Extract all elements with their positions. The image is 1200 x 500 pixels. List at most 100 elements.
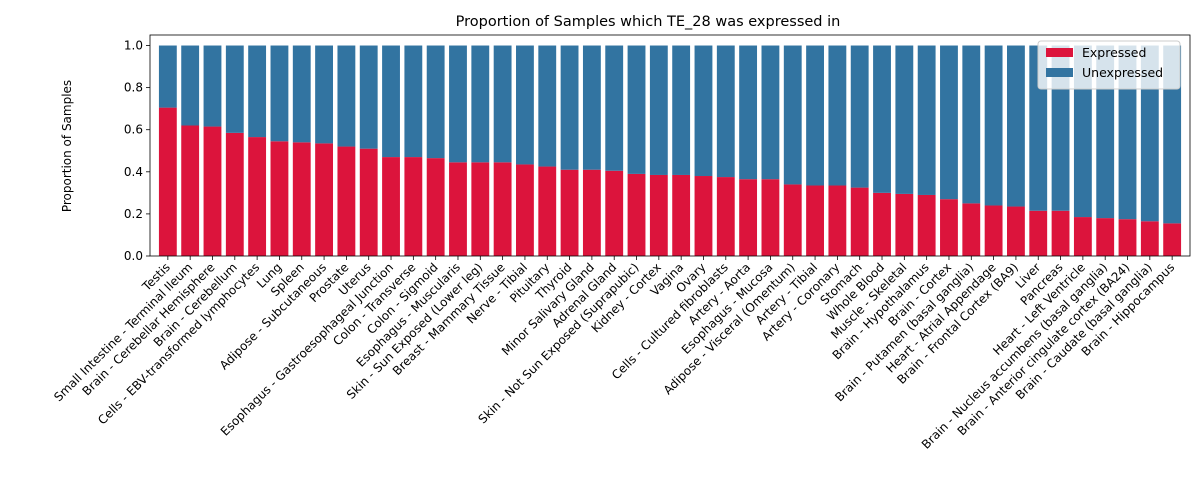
bar-expressed-44 [1140, 221, 1159, 256]
bar-expressed-4 [248, 137, 267, 256]
bar-unexpressed-7 [315, 45, 333, 144]
bar-expressed-37 [984, 205, 1003, 256]
legend: Expressed Unexpressed [1037, 40, 1181, 90]
bar-unexpressed-32 [873, 45, 891, 193]
legend-swatch-expressed [1046, 48, 1073, 57]
bar-unexpressed-24 [694, 45, 713, 177]
bar-expressed-27 [761, 179, 780, 256]
legend-label-expressed: Expressed [1082, 45, 1146, 60]
bar-unexpressed-10 [382, 45, 400, 158]
bar-expressed-15 [493, 162, 512, 256]
bar-unexpressed-1 [181, 45, 200, 126]
bar-unexpressed-11 [404, 45, 423, 158]
y-tick-label: 1.0 [124, 39, 143, 53]
bar-unexpressed-14 [471, 45, 490, 163]
y-axis-label: Proportion of Samples [60, 80, 74, 212]
bar-unexpressed-45 [1163, 45, 1182, 224]
legend-box [1037, 40, 1181, 90]
bar-expressed-35 [940, 199, 958, 256]
bar-unexpressed-27 [761, 45, 780, 180]
bar-expressed-25 [716, 177, 735, 256]
bar-expressed-19 [582, 169, 601, 256]
y-tick-label: 0.6 [124, 123, 143, 137]
bar-unexpressed-22 [649, 45, 668, 175]
bar-expressed-41 [1073, 217, 1092, 256]
bar-unexpressed-34 [917, 45, 936, 195]
bar-unexpressed-31 [850, 45, 869, 188]
bar-expressed-20 [605, 170, 624, 256]
bar-expressed-12 [426, 158, 445, 256]
bar-unexpressed-18 [560, 45, 579, 170]
bar-unexpressed-15 [493, 45, 512, 163]
bar-expressed-14 [471, 162, 490, 256]
bar-expressed-1 [181, 125, 200, 256]
bars-group [158, 45, 1182, 256]
bar-expressed-28 [783, 184, 802, 256]
bar-expressed-11 [404, 157, 423, 256]
bar-unexpressed-35 [940, 45, 958, 200]
bar-expressed-18 [560, 169, 579, 256]
bar-expressed-8 [337, 146, 356, 256]
bar-unexpressed-33 [895, 45, 914, 194]
bar-unexpressed-17 [538, 45, 557, 167]
bar-expressed-6 [292, 142, 311, 256]
bar-unexpressed-37 [984, 45, 1003, 206]
bar-unexpressed-5 [270, 45, 289, 142]
bar-unexpressed-9 [359, 45, 378, 149]
bar-expressed-17 [538, 166, 557, 256]
bar-expressed-36 [962, 203, 981, 256]
bar-expressed-13 [449, 162, 467, 256]
bar-expressed-10 [382, 157, 400, 256]
bar-unexpressed-0 [158, 45, 177, 108]
bar-expressed-39 [1029, 210, 1048, 256]
bar-expressed-45 [1163, 223, 1182, 256]
bar-unexpressed-38 [1007, 45, 1025, 207]
bar-unexpressed-28 [783, 45, 802, 185]
bar-expressed-42 [1096, 218, 1115, 256]
bar-expressed-23 [672, 174, 691, 256]
bar-unexpressed-8 [337, 45, 356, 147]
bar-unexpressed-2 [203, 45, 222, 127]
bar-unexpressed-16 [516, 45, 534, 165]
bar-unexpressed-23 [672, 45, 691, 175]
bar-unexpressed-30 [828, 45, 847, 186]
legend-label-unexpressed: Unexpressed [1082, 65, 1163, 80]
bar-unexpressed-12 [426, 45, 445, 159]
bar-expressed-40 [1051, 210, 1070, 256]
y-tick-label: 0.2 [124, 207, 143, 221]
y-tick-label: 0.8 [124, 81, 143, 95]
bar-unexpressed-3 [225, 45, 244, 133]
bar-unexpressed-25 [716, 45, 735, 178]
y-tick-label: 0.4 [124, 165, 143, 179]
bar-unexpressed-13 [449, 45, 467, 163]
bar-expressed-16 [516, 164, 534, 256]
bar-unexpressed-19 [582, 45, 601, 170]
bar-unexpressed-21 [627, 45, 646, 174]
chart-title: Proportion of Samples which TE_28 was ex… [456, 14, 841, 30]
bar-expressed-33 [895, 193, 914, 256]
bar-expressed-3 [225, 132, 244, 256]
bar-unexpressed-6 [292, 45, 311, 143]
bar-expressed-26 [739, 179, 758, 256]
bar-expressed-43 [1118, 219, 1137, 256]
y-axis: 0.0 0.2 0.4 0.6 0.8 1.0 [124, 39, 150, 263]
bar-expressed-9 [359, 148, 378, 256]
plot-frame [149, 34, 1191, 257]
bar-unexpressed-36 [962, 45, 981, 204]
bar-unexpressed-4 [248, 45, 267, 138]
bar-expressed-34 [917, 194, 936, 256]
bar-expressed-30 [828, 185, 847, 256]
bar-unexpressed-29 [806, 45, 824, 186]
bar-expressed-5 [270, 141, 289, 256]
bar-unexpressed-20 [605, 45, 624, 171]
bar-expressed-7 [315, 143, 333, 256]
y-tick-label: 0.0 [124, 249, 143, 263]
bar-expressed-0 [158, 107, 177, 256]
bar-expressed-31 [850, 187, 869, 256]
bar-expressed-22 [649, 174, 668, 256]
bar-expressed-32 [873, 192, 891, 256]
legend-swatch-unexpressed [1046, 68, 1073, 77]
bar-expressed-2 [203, 126, 222, 256]
